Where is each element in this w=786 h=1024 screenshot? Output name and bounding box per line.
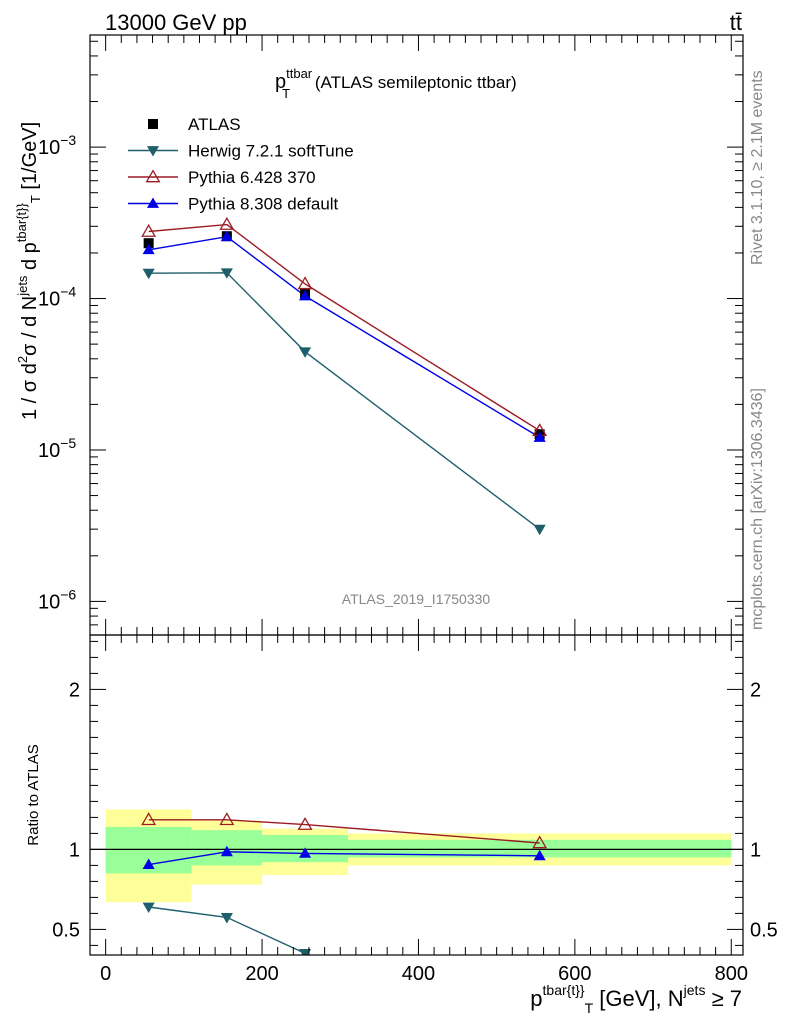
legend-label: ATLAS: [188, 115, 241, 134]
ratio-y-tick-label: 0.5: [52, 919, 80, 941]
ratio-x-tick-label: 200: [245, 963, 278, 985]
main-data-point: [141, 223, 157, 237]
main-data-point: [299, 289, 312, 301]
legend-label: Pythia 6.428 370: [188, 168, 316, 187]
legend-marker: [148, 119, 158, 129]
main-y-tick-label: 10−3: [38, 132, 76, 159]
main-data-point: [143, 238, 154, 249]
main-y-tick-label: 10−4: [38, 284, 76, 311]
ratio-data-point: [142, 902, 155, 914]
main-data-point: [533, 524, 546, 536]
main-axes: 10−3 10−4 10−5 10−6: [38, 35, 743, 636]
plot-title: pttbar T (ATLAS semileptonic ttbar): [275, 66, 517, 101]
main-plot-panel: 10−3 10−4 10−5 10−6 pttbar T (ATLAS semilept…: [14, 34, 744, 636]
ratio-data-point: [220, 913, 233, 924]
legend-label: Pythia 8.308 default: [188, 195, 339, 214]
ratio-series-line: [148, 819, 540, 844]
main-data-point: [142, 243, 155, 255]
ratio-data-point: [220, 845, 233, 857]
ratio-plot-frame: [89, 634, 744, 956]
ratio-y-tick-label: 2: [69, 679, 80, 701]
ratio-y-tick-label-right: 1: [750, 839, 761, 861]
energy-label: 13000 GeV pp: [105, 10, 247, 35]
ratio-data-point: [219, 812, 235, 826]
main-y-axis-label: 1 / σ d2σ / d Njets d ptbar{t}}T [1/GeV]: [14, 122, 43, 420]
rivet-version-label: Rivet 3.1.10, ≥ 2.1M events: [749, 70, 766, 265]
ratio-data-point: [532, 835, 548, 849]
legend-marker: [146, 197, 160, 208]
main-data-point: [297, 276, 313, 290]
ratio-series-line: [148, 851, 540, 866]
ratio-inner-band: [348, 839, 732, 858]
mcplots-label: mcplots.cern.ch [arXiv:1306.3436]: [749, 388, 766, 630]
ratio-x-tick-label: 600: [558, 963, 591, 985]
main-y-tick-label: 10−5: [38, 435, 76, 462]
ratio-data-point: [533, 849, 546, 861]
ratio-x-tick-label: 0: [100, 963, 111, 985]
legend: ATLAS Herwig 7.2.1 softTune Pythia 6.428 3…: [128, 115, 354, 214]
ratio-data-point: [299, 847, 312, 858]
main-plot-marks: [141, 216, 548, 536]
ratio-x-tick-label: 400: [402, 963, 435, 985]
legend-label: Herwig 7.2.1 softTune: [188, 142, 354, 161]
ratio-y-tick-label: 1: [69, 839, 80, 861]
ratio-y-tick-label-right: 0.5: [750, 919, 778, 941]
ratio-data-point: [142, 858, 155, 869]
ratio-x-tick-label: 800: [715, 963, 748, 985]
analysis-watermark: ATLAS_2019_I1750330: [342, 591, 491, 607]
x-axis-label: ptbar{t}}T [GeV], Njets ≥ 7: [530, 982, 742, 1016]
main-series-line: [148, 272, 541, 530]
ratio-data-point: [297, 816, 313, 830]
legend-marker: [145, 169, 161, 183]
ratio-plot-marks: [90, 809, 743, 955]
main-data-point: [219, 216, 235, 230]
main-series-line: [148, 223, 541, 432]
legend-marker: [146, 146, 160, 157]
main-data-point: [299, 347, 312, 358]
ratio-data-point: [141, 812, 157, 826]
ratio-series-group: [141, 812, 548, 955]
ratio-y-tick-label-right: 2: [750, 679, 761, 701]
main-data-point: [142, 268, 155, 280]
ratio-y-axis-label: Ratio to ATLAS: [25, 744, 42, 845]
main-data-point: [220, 268, 233, 279]
main-data-point: [220, 230, 233, 242]
process-label: tt̄: [730, 10, 742, 35]
ratio-data-point: [299, 949, 312, 955]
main-data-point: [533, 431, 546, 442]
main-y-tick-label: 10−6: [38, 586, 76, 613]
main-series-line: [148, 235, 541, 438]
